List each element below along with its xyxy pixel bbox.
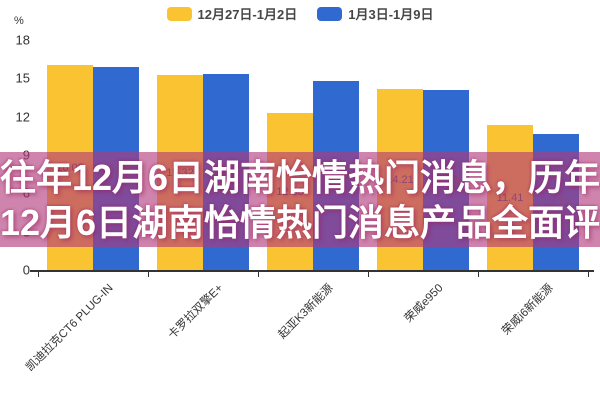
- legend-swatch-yellow: [166, 6, 192, 21]
- x-axis-tick: [588, 272, 589, 277]
- legend-item-jan3-jan9[interactable]: 1月3日-1月9日: [317, 4, 433, 23]
- x-axis-line: [30, 270, 594, 272]
- overlay-title-band: 往年12月6日湖南怡情热门消息，历年 12月6日湖南怡情热门消息产品全面评: [0, 152, 600, 247]
- overlay-title-line2: 12月6日湖南怡情热门消息产品全面评: [0, 201, 600, 243]
- x-axis-tick: [258, 272, 259, 277]
- x-category-label: 荣威i6新能源: [500, 282, 556, 338]
- x-category-label: 凯迪拉克CT6 PLUG-IN: [23, 282, 116, 374]
- x-category-label: 卡罗拉双擎E+: [166, 282, 226, 342]
- y-tick-label: 12: [15, 109, 30, 125]
- x-category-label: 荣威e950: [402, 282, 446, 325]
- x-axis-tick: [38, 272, 39, 277]
- x-axis-tick: [368, 272, 369, 277]
- legend: 12月27日-1月2日 1月3日-1月9日: [0, 4, 600, 23]
- y-axis-unit-label: %: [14, 15, 24, 27]
- legend-item-dec27-jan2[interactable]: 12月27日-1月2日: [166, 4, 298, 23]
- y-tick-label: 0: [22, 262, 30, 278]
- x-axis-tick: [478, 272, 479, 277]
- legend-swatch-blue: [317, 6, 343, 21]
- overlay-title-line1: 往年12月6日湖南怡情热门消息，历年: [0, 156, 600, 198]
- x-category-label: 起亚K3新能源: [276, 282, 336, 342]
- y-tick-label: 15: [15, 70, 30, 86]
- legend-label: 1月3日-1月9日: [348, 7, 434, 22]
- x-axis-tick: [148, 272, 149, 277]
- y-tick-label: 18: [15, 32, 30, 48]
- legend-label: 12月27日-1月2日: [197, 7, 298, 22]
